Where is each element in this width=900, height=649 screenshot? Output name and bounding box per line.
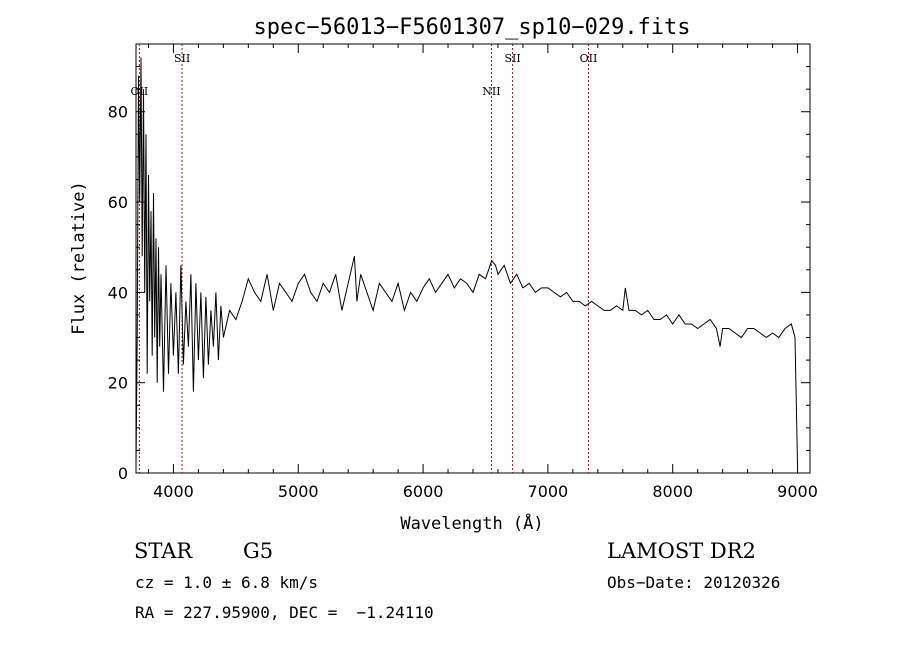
marker-label-1: SII [174,52,190,65]
spectrum-line [135,57,798,469]
x-tick-label-5: 9000 [777,482,818,501]
y-axis-label: Flux (relative) [69,181,89,335]
marker-label-2: NII [482,85,500,98]
y-tick-label-0: 0 [118,464,128,483]
x-tick-label-4: 8000 [652,482,693,501]
plot-frame [135,43,811,474]
y-tick-label-2: 40 [108,283,128,302]
y-axis-ticks: 0 20 40 60 80 [108,66,810,483]
coordinates-text: RA = 227.95900, DEC = −1.24110 [135,603,434,622]
x-tick-label-0: 4000 [153,482,194,501]
x-axis-label: Wavelength (Å) [400,512,543,534]
emission-line-markers: OII SII NII SII OII [131,44,598,473]
chart-title: spec−56013−F5601307_sp10−029.fits [253,15,690,40]
y-tick-label-3: 60 [108,193,128,212]
object-class: STAR [134,539,193,563]
marker-label-3: SII [504,52,520,65]
redshift-text: cz = 1.0 ± 6.8 km/s [135,573,319,592]
x-axis-ticks: 4000 5000 6000 7000 8000 9000 [147,44,818,501]
survey-name: LAMOST DR2 [607,539,756,563]
x-tick-label-2: 6000 [403,482,444,501]
x-tick-label-1: 5000 [278,482,319,501]
x-tick-label-3: 7000 [528,482,569,501]
marker-label-4: OII [580,52,598,65]
marker-label-0: OII [131,85,149,98]
spectral-subclass: G5 [243,539,274,563]
y-tick-label-1: 20 [108,374,128,393]
obs-date-text: Obs−Date: 20120326 [607,573,781,592]
y-tick-label-4: 80 [108,103,128,122]
